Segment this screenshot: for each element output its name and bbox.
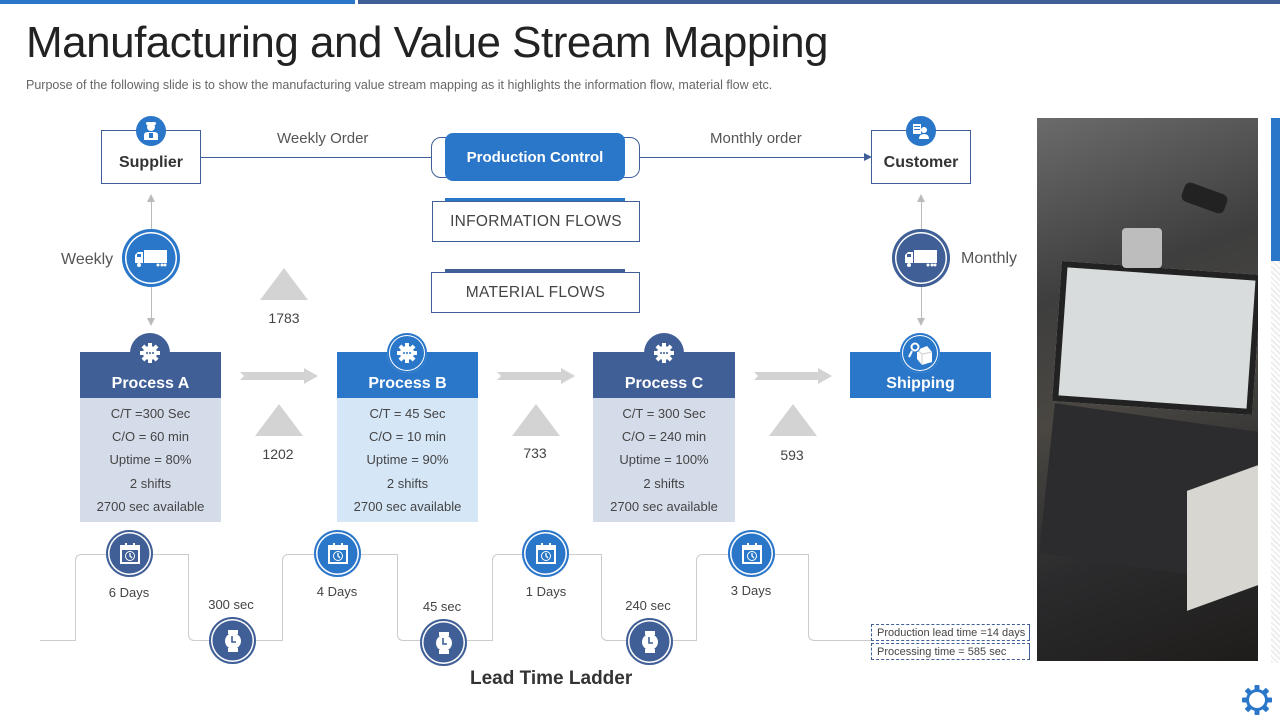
ladder-days-label: 3 Days [730,583,772,598]
material-flow-arrow-icon [497,368,575,384]
metric-uptime: Uptime = 90% [366,452,449,468]
supplier-label: Supplier [118,154,183,171]
truck-icon-weekly [122,229,180,287]
arrow-down-icon [917,318,925,326]
material-flows-legend: MATERIAL FLOWS [431,272,640,313]
information-flows-legend: INFORMATION FLOWS [432,201,640,242]
process-b-metrics: C/T = 45 Sec C/O = 10 min Uptime = 90% 2… [337,398,478,522]
scrollbar-track[interactable] [1271,118,1280,663]
stopwatch-icon [209,617,256,664]
arrowhead-right-icon [864,153,872,161]
gear-icon [644,333,684,373]
ladder-days-label: 4 Days [316,584,358,599]
inventory-triangle-icon [255,404,303,436]
process-b-card: Process B C/T = 45 Sec C/O = 10 min Upti… [337,352,478,522]
ladder-line [808,554,872,641]
process-c-card: Process C C/T = 300 Sec C/O = 240 min Up… [593,352,735,522]
inventory-value: 593 [780,447,804,463]
metric-ct: C/T =300 Sec [110,406,191,422]
ladder-sec-label: 45 sec [422,599,462,614]
metric-shifts: 2 shifts [643,475,685,491]
gear-icon [387,333,427,373]
metric-co: C/O = 10 min [369,429,446,445]
metric-ct: C/T = 45 Sec [369,406,446,422]
page-title: Manufacturing and Value Stream Mapping [26,18,829,67]
metric-available: 2700 sec available [353,498,462,514]
ladder-sec-label: 300 sec [208,597,254,612]
metric-uptime: Uptime = 100% [619,452,709,468]
calendar-clock-icon [522,530,569,577]
inventory-top-value: 1783 [268,310,300,326]
ladder-line [40,640,76,641]
calendar-clock-icon [728,530,775,577]
ladder-days-label: 6 Days [108,585,150,600]
metric-shifts: 2 shifts [129,475,172,491]
supplier-person-icon [136,116,166,146]
process-a-card: Process A C/T =300 Sec C/O = 60 min Upti… [80,352,221,522]
arrow-up-icon [147,194,155,202]
weekly-order-label: Weekly Order [277,130,369,147]
ladder-sec-label: 240 sec [625,598,671,613]
weekly-shipment-label: Weekly [61,251,114,268]
stopwatch-icon [626,618,673,665]
process-c-metrics: C/T = 300 Sec C/O = 240 min Uptime = 100… [593,398,735,522]
truck-icon-monthly [892,229,950,287]
metric-co: C/O = 240 min [621,429,707,445]
metric-available: 2700 sec available [96,498,205,514]
inventory-triangle-icon [512,404,560,436]
process-a-metrics: C/T =300 Sec C/O = 60 min Uptime = 80% 2… [80,398,221,522]
material-flow-arrow-icon [754,368,832,384]
package-location-icon [900,333,940,373]
stopwatch-icon [420,619,467,666]
laptop-desk-photo [1037,118,1258,661]
monthly-shipment-label: Monthly [961,250,1018,267]
arrow-up-icon [917,194,925,202]
ladder-days-label: 1 Days [525,584,567,599]
gear-icon [130,333,170,373]
metric-available: 2700 sec available [610,498,718,514]
inventory-triangle-icon [260,268,308,300]
lead-time-ladder-title: Lead Time Ladder [470,668,633,689]
top-accent-bar-right [358,0,1280,4]
metric-uptime: Uptime = 80% [109,452,192,468]
settings-gear-icon[interactable] [1241,684,1273,716]
arrow-down-icon [147,318,155,326]
metric-ct: C/T = 300 Sec [622,406,706,422]
material-flow-arrow-icon [240,368,318,384]
scrollbar-thumb[interactable] [1271,118,1280,261]
customer-person-icon [906,116,936,146]
information-flow-legend-bar [445,198,625,202]
metric-shifts: 2 shifts [386,475,429,491]
top-accent-bar-left [0,0,355,4]
production-lead-time-box: Production lead time =14 days [871,624,1030,641]
production-control-box: Production Control [445,133,625,181]
monthly-order-label: Monthly order [710,130,802,147]
customer-label: Customer [883,154,959,171]
inventory-triangle-icon [769,404,817,436]
processing-time-box: Processing time = 585 sec [871,643,1030,660]
calendar-clock-icon [314,530,361,577]
inventory-value: 1202 [262,446,294,462]
weekly-order-line [201,157,432,158]
inventory-value: 733 [523,445,547,461]
calendar-clock-icon [106,530,153,577]
monthly-order-line [640,157,866,158]
page-subtitle: Purpose of the following slide is to sho… [26,78,773,92]
metric-co: C/O = 60 min [112,429,189,445]
material-flow-legend-bar [445,269,625,273]
